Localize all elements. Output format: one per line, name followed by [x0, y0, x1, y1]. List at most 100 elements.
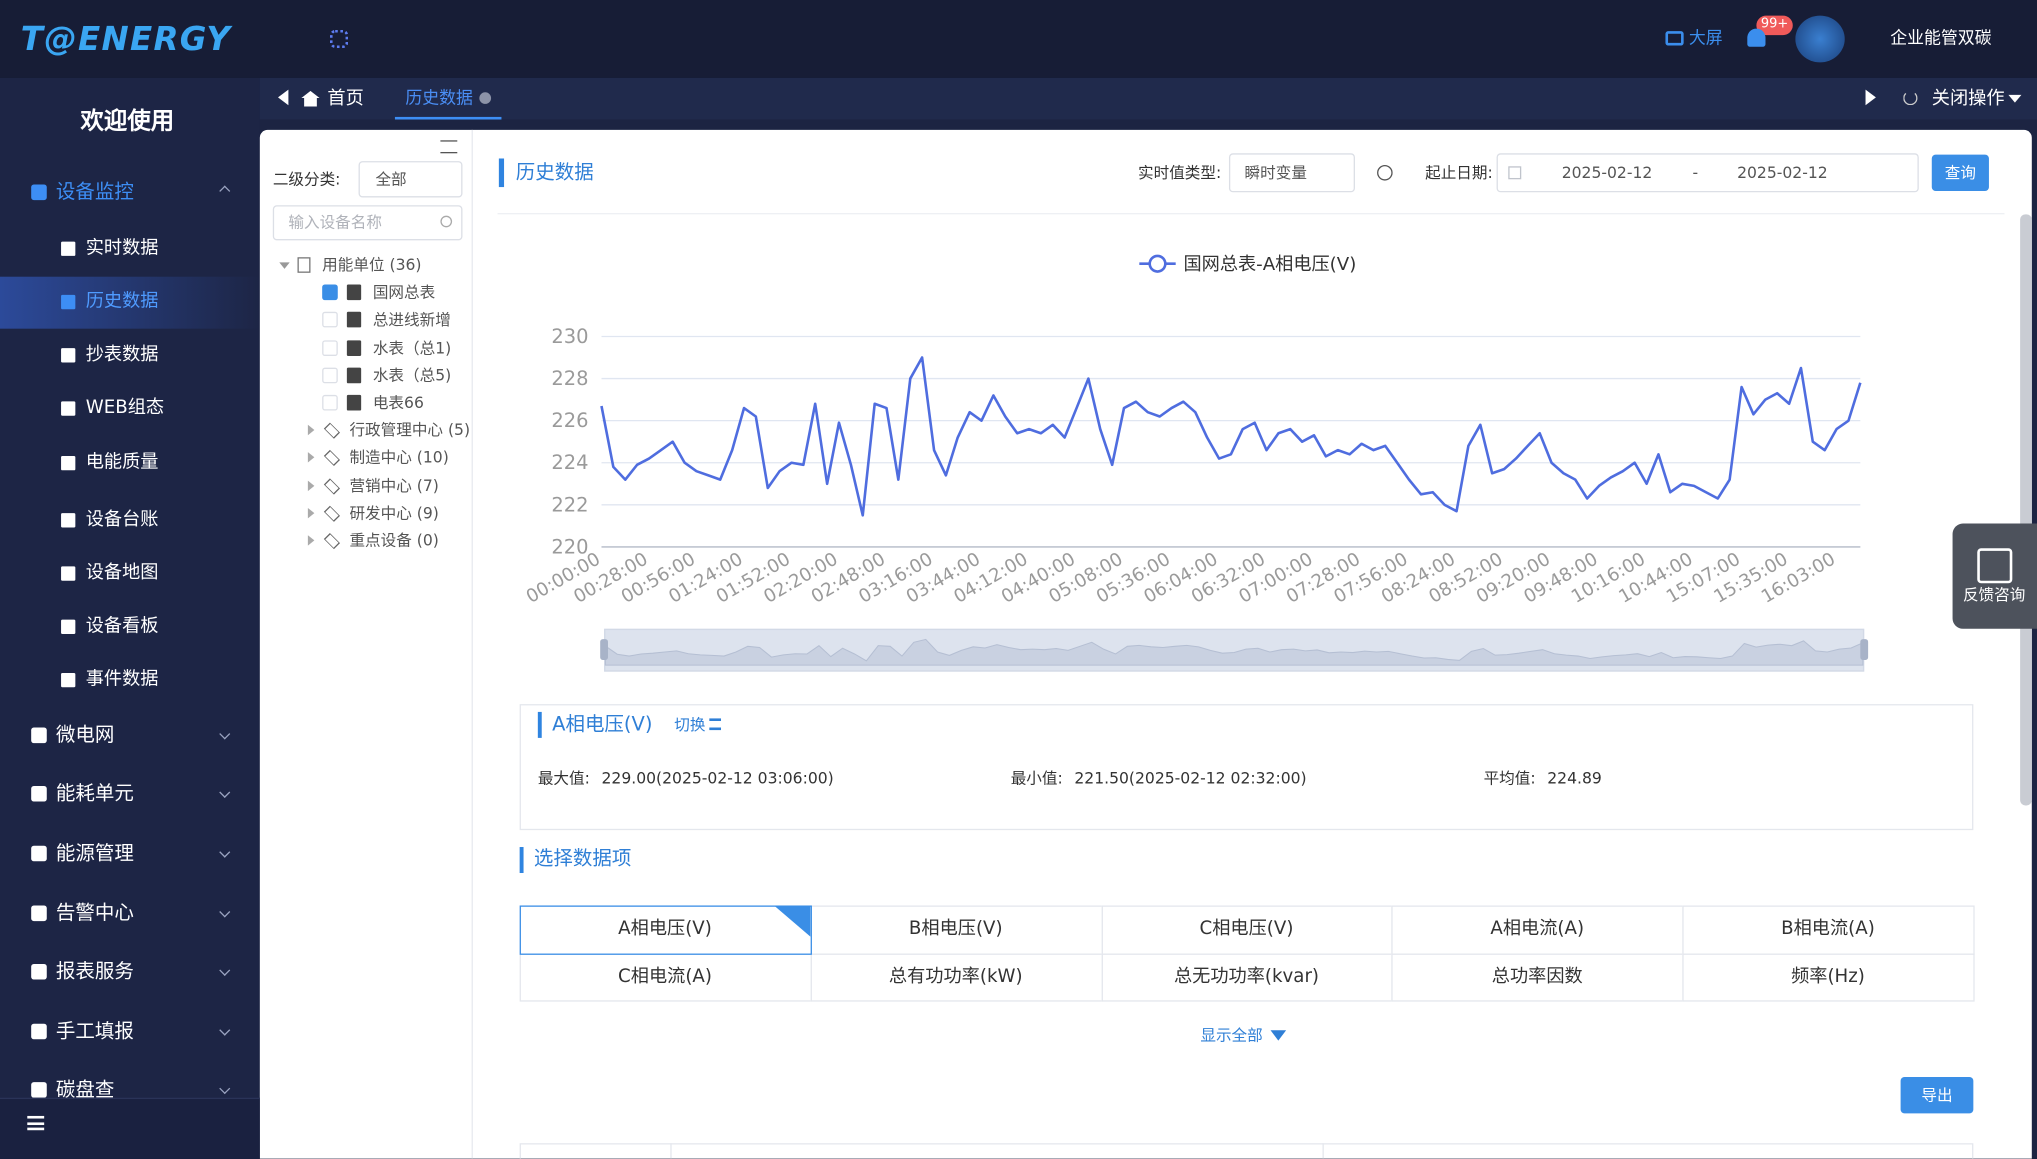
submenu-item[interactable]: 设备台账 — [86, 511, 159, 529]
checkbox[interactable] — [322, 368, 338, 384]
tree-device[interactable]: 电表66 — [373, 395, 424, 411]
stat-label: 平均值: — [1484, 770, 1536, 786]
table-top — [520, 1143, 1974, 1159]
collapse-icon[interactable] — [440, 140, 457, 153]
tab[interactable]: 首页 — [327, 90, 363, 108]
data-item-label[interactable]: 总有功功率(kW) — [889, 967, 1023, 985]
submenu-item[interactable]: 实时数据 — [86, 239, 159, 257]
stats-title: A相电压(V) — [552, 715, 652, 734]
caret — [2008, 95, 2021, 103]
submenu-item[interactable]: 抄表数据 — [86, 346, 159, 364]
device-icon — [347, 285, 361, 301]
feedback-label[interactable]: 反馈咨询 — [1963, 587, 2025, 603]
refresh-icon[interactable] — [1903, 91, 1917, 105]
checkbox[interactable] — [322, 285, 338, 301]
avatar[interactable] — [1795, 16, 1844, 63]
type-label: 实时值类型: — [1138, 165, 1221, 181]
tree-arrow[interactable] — [279, 262, 289, 268]
tab[interactable]: 历史数据 — [405, 90, 473, 107]
device-icon — [347, 340, 361, 356]
data-item-label[interactable]: A相电流(A) — [1490, 920, 1584, 938]
scrollbar[interactable] — [2020, 214, 2032, 805]
data-item-label[interactable]: 频率(Hz) — [1791, 967, 1865, 985]
logo: T@ENERGY — [21, 23, 231, 55]
switch-link[interactable]: 切换 — [674, 717, 705, 733]
end-date: 2025-02-12 — [1737, 165, 1828, 181]
data-item-label[interactable]: B相电流(A) — [1781, 920, 1875, 938]
submenu-item[interactable]: 事件数据 — [86, 670, 159, 688]
big-screen[interactable]: 大屏 — [1689, 31, 1723, 48]
menu-item[interactable]: 告警中心 — [56, 904, 134, 923]
filter-select[interactable] — [359, 161, 463, 197]
submenu-item[interactable]: 设备看板 — [86, 617, 159, 635]
data-item-label[interactable]: 总无功功率(kvar) — [1174, 967, 1319, 985]
menu-icon — [31, 846, 47, 862]
date-range[interactable] — [1497, 153, 1919, 192]
stat-value: 224.89 — [1547, 770, 1602, 786]
export-label[interactable]: 导出 — [1921, 1087, 1952, 1103]
bell[interactable] — [1747, 29, 1765, 47]
toolbar-divider — [498, 213, 2005, 214]
tree-device[interactable]: 水表（总5) — [373, 368, 451, 384]
user-name[interactable]: 企业能管双碳 — [1890, 31, 1991, 48]
menu-item[interactable]: 能源管理 — [56, 844, 134, 863]
tree-group[interactable]: 营销中心 (7) — [349, 478, 438, 494]
tree-device[interactable]: 总进线新增 — [373, 312, 451, 328]
close-ops[interactable]: 关闭操作 — [1932, 90, 2005, 108]
tree-group[interactable]: 重点设备 (0) — [349, 533, 438, 549]
data-item-label[interactable]: B相电压(V) — [909, 920, 1003, 938]
feedback-icon — [1977, 548, 2012, 583]
tree-arrow[interactable] — [308, 425, 314, 435]
stat-value: 229.00(2025-02-12 03:06:00) — [601, 770, 833, 786]
tree-group[interactable]: 研发中心 (9) — [349, 505, 438, 521]
submenu-item[interactable]: 电能质量 — [86, 453, 159, 471]
checkbox[interactable] — [322, 312, 338, 328]
menu-item[interactable]: 手工填报 — [56, 1022, 134, 1041]
submenu-icon — [61, 566, 75, 580]
tree-arrow[interactable] — [308, 481, 314, 491]
tab-close[interactable] — [479, 92, 491, 104]
tab-prev[interactable] — [278, 90, 288, 106]
submenu-icon — [61, 620, 75, 634]
checkbox[interactable] — [322, 340, 338, 356]
tree-arrow[interactable] — [308, 452, 314, 462]
tree-arrow[interactable] — [308, 535, 314, 545]
stat-label: 最小值: — [1011, 770, 1063, 786]
submenu-icon — [61, 456, 75, 470]
device-icon — [347, 312, 361, 328]
apps-icon[interactable] — [330, 30, 348, 48]
items-bar — [520, 847, 524, 873]
menu-item[interactable]: 能耗单元 — [56, 784, 134, 803]
device-icon — [347, 368, 361, 384]
data-item-label[interactable]: C相电压(V) — [1200, 920, 1294, 938]
tab-next[interactable] — [1866, 90, 1876, 106]
checkbox[interactable] — [322, 395, 338, 411]
menu-icon — [31, 1024, 47, 1040]
data-item-label[interactable]: 总功率因数 — [1492, 967, 1583, 985]
show-all[interactable]: 显示全部 — [1200, 1028, 1262, 1044]
show-all-caret — [1271, 1030, 1287, 1040]
type-value[interactable]: 瞬时变量 — [1245, 165, 1307, 181]
data-item-label[interactable]: A相电压(V) — [618, 920, 712, 938]
query-label[interactable]: 查询 — [1945, 165, 1976, 181]
menu-item[interactable]: 报表服务 — [56, 962, 134, 981]
submenu-icon — [61, 673, 75, 687]
submenu-item[interactable]: 设备地图 — [86, 564, 159, 582]
tree-arrow[interactable] — [308, 508, 314, 518]
zoom-slider[interactable] — [604, 629, 1864, 672]
tree-root: 用能单位 (36) — [322, 257, 421, 273]
submenu-item[interactable]: WEB组态 — [86, 399, 164, 417]
menu-item[interactable]: 设备监控 — [56, 183, 134, 202]
tree-group[interactable]: 制造中心 (10) — [349, 449, 448, 465]
submenu-item[interactable]: 历史数据 — [86, 292, 159, 310]
tree-group[interactable]: 行政管理中心 (5) — [349, 422, 470, 438]
help-icon[interactable] — [1377, 165, 1393, 181]
data-item-label[interactable]: C相电流(A) — [618, 967, 712, 985]
feedback-close[interactable] — [1959, 527, 1972, 540]
menu-item[interactable]: 微电网 — [56, 726, 114, 745]
switch-icon — [709, 718, 721, 730]
tree-device[interactable]: 国网总表 — [373, 285, 435, 301]
search-icon — [440, 216, 452, 228]
tree-device[interactable]: 水表（总1) — [373, 340, 451, 356]
